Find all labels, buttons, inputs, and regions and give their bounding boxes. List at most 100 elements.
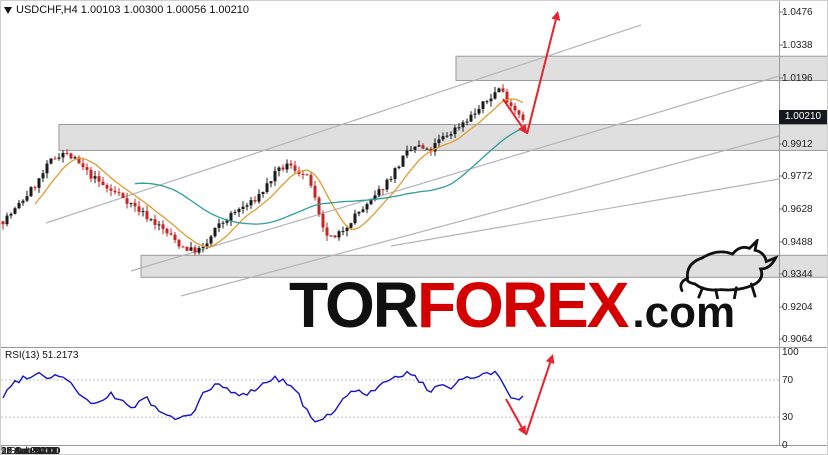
candle-body <box>225 220 229 223</box>
candle-body <box>369 199 373 205</box>
candle-body <box>237 209 241 213</box>
rsi-forecast-arrow-up-head <box>545 354 555 364</box>
candle-body <box>193 247 197 253</box>
candle-body <box>417 145 421 147</box>
candle-body <box>373 195 377 200</box>
candle-body <box>245 205 249 207</box>
price-axis-label: 0.9064 <box>782 334 813 345</box>
candle-body <box>129 202 133 204</box>
candle-body <box>85 167 89 170</box>
candle-body <box>25 196 29 201</box>
candle-body <box>393 168 397 179</box>
candle-body <box>73 157 77 159</box>
candle-body <box>497 88 501 93</box>
candle-body <box>489 98 493 102</box>
candle-body <box>505 91 509 103</box>
rsi-indicator-label: RSI(13) 51.2173 <box>5 350 79 361</box>
candle-body <box>29 187 33 197</box>
ma-slow-line <box>134 127 524 225</box>
forecast-arrow-up <box>526 19 557 135</box>
candle-body <box>389 178 393 180</box>
candle-body <box>17 202 21 209</box>
candle-body <box>77 157 81 164</box>
candle-body <box>281 167 285 170</box>
candle-body <box>405 150 409 156</box>
candle-body <box>41 173 45 179</box>
candle-body <box>169 233 173 235</box>
candle-body <box>477 108 481 114</box>
price-zone <box>140 254 827 278</box>
rsi-forecast-arrow-down <box>505 398 523 428</box>
candle-body <box>205 243 209 248</box>
forecast-arrow-up-head <box>551 11 561 21</box>
candle-body <box>65 152 69 154</box>
candle-body <box>145 211 149 220</box>
candle-body <box>401 155 405 167</box>
candle-body <box>449 134 453 136</box>
time-axis-label: 26 Sep 12:00 <box>1 446 61 455</box>
candle-body <box>381 189 385 191</box>
forecast-arrow-down-head <box>518 124 527 134</box>
trendline <box>390 178 780 247</box>
candle-body <box>325 227 329 236</box>
rsi-forecast-arrow-down-head <box>517 424 526 435</box>
candle-body <box>469 114 473 122</box>
ma-fast-line <box>34 98 524 248</box>
time-axis-label: 28 Jun 2022 <box>1 446 57 455</box>
candle-body <box>433 143 437 152</box>
candle-body <box>361 209 365 212</box>
candle-body <box>217 223 221 228</box>
candle-body <box>313 185 317 198</box>
candle-body <box>345 227 349 232</box>
rsi-axis-label: 30 <box>782 412 794 423</box>
candle-body <box>33 187 37 189</box>
trendline <box>130 75 780 272</box>
chart-header: USDCHF,H4 1.00103 1.00300 1.00056 1.0021… <box>4 4 249 16</box>
time-axis-label: 26 Aug 04:00 <box>1 446 60 455</box>
candle-body <box>277 167 281 171</box>
price-axis-label: 1.0196 <box>782 73 813 84</box>
candle-body <box>45 163 49 174</box>
candle-body <box>57 157 61 159</box>
candle-body <box>293 165 297 171</box>
candle-body <box>309 174 313 186</box>
rsi-axis-label: 100 <box>782 347 799 358</box>
candle-body <box>253 200 257 202</box>
forecast-arrow-down <box>502 98 523 128</box>
candle-body <box>317 197 321 215</box>
price-axis-label: 0.9912 <box>782 139 813 150</box>
candle-body <box>153 219 157 225</box>
candle-body <box>105 185 109 189</box>
price-axis-label: 0.9204 <box>782 302 813 313</box>
candle-body <box>1 221 5 225</box>
candle-body <box>353 213 357 224</box>
candle-body <box>109 188 113 191</box>
candle-body <box>37 178 41 188</box>
candle-body <box>413 146 417 150</box>
candle-body <box>53 158 57 160</box>
candle-body <box>441 136 445 140</box>
candle-body <box>113 190 117 193</box>
time-axis-label: 9 Sep 20:00 <box>1 446 55 455</box>
candle-body <box>301 173 305 175</box>
candle-body <box>133 202 137 207</box>
candle-body <box>97 176 101 182</box>
candle-body <box>377 189 381 196</box>
candle-body <box>177 240 181 247</box>
candle-body <box>125 198 129 204</box>
candle-body <box>357 211 361 214</box>
candle-body <box>457 127 461 129</box>
candle-body <box>137 206 141 212</box>
candle-body <box>257 193 261 202</box>
trendline <box>45 24 642 224</box>
candle-body <box>21 200 25 203</box>
candle-body <box>201 247 205 249</box>
candle-body <box>397 166 401 169</box>
candle-body <box>61 152 65 158</box>
rsi-forecast-arrow-up <box>525 362 552 436</box>
candle-body <box>513 105 517 111</box>
price-axis-label: 0.9344 <box>782 269 813 280</box>
candle-body <box>473 113 477 115</box>
